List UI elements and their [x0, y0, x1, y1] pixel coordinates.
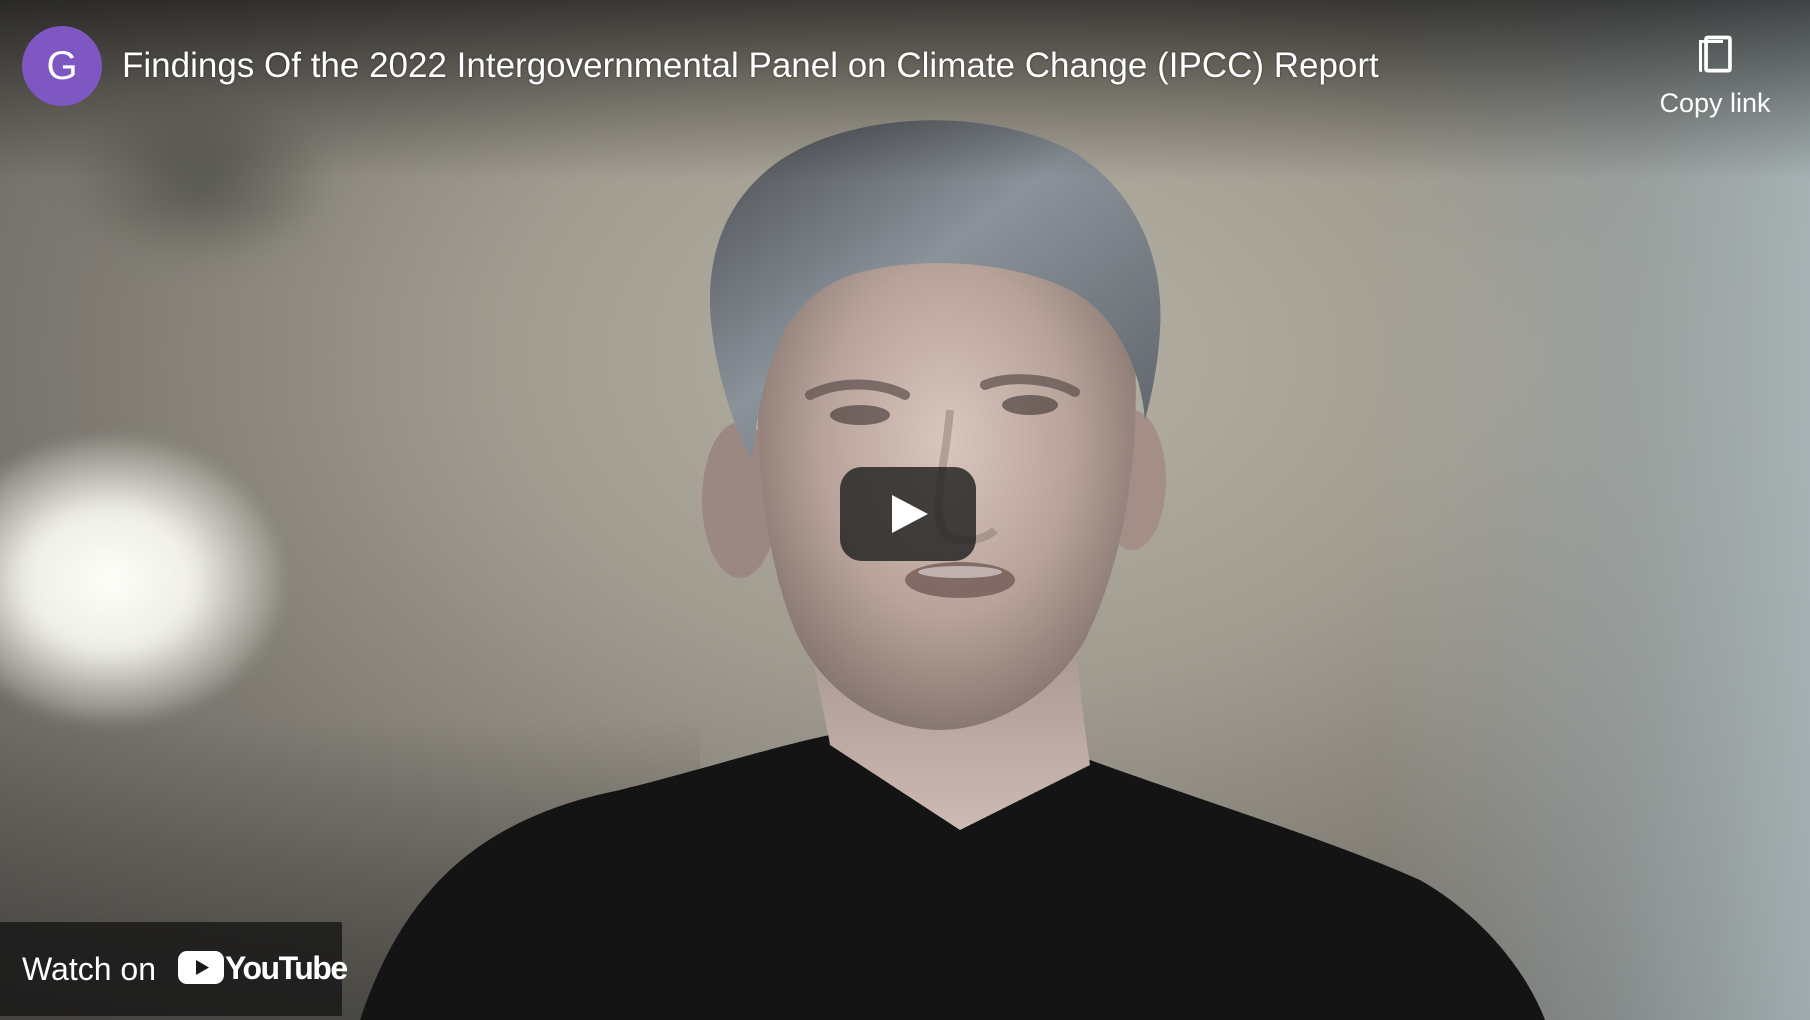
watch-on-youtube-button[interactable]: Watch on YouTube: [0, 922, 348, 1016]
play-icon: [892, 495, 928, 533]
video-title[interactable]: Findings Of the 2022 Intergovernmental P…: [122, 46, 1379, 85]
title-bar: G Findings Of the 2022 Intergovernmental…: [0, 0, 1810, 130]
copy-icon: [1699, 35, 1732, 73]
copy-link-button[interactable]: Copy link: [1650, 30, 1780, 130]
copy-link-label: Copy link: [1659, 88, 1771, 118]
watch-on-label: Watch on: [22, 951, 156, 987]
top-gradient-overlay: [0, 0, 1810, 180]
channel-avatar[interactable]: G: [22, 26, 102, 106]
youtube-logo-icon: [178, 951, 224, 984]
play-button[interactable]: [840, 467, 976, 561]
background-light: [0, 440, 280, 720]
youtube-wordmark: YouTube: [225, 950, 348, 986]
